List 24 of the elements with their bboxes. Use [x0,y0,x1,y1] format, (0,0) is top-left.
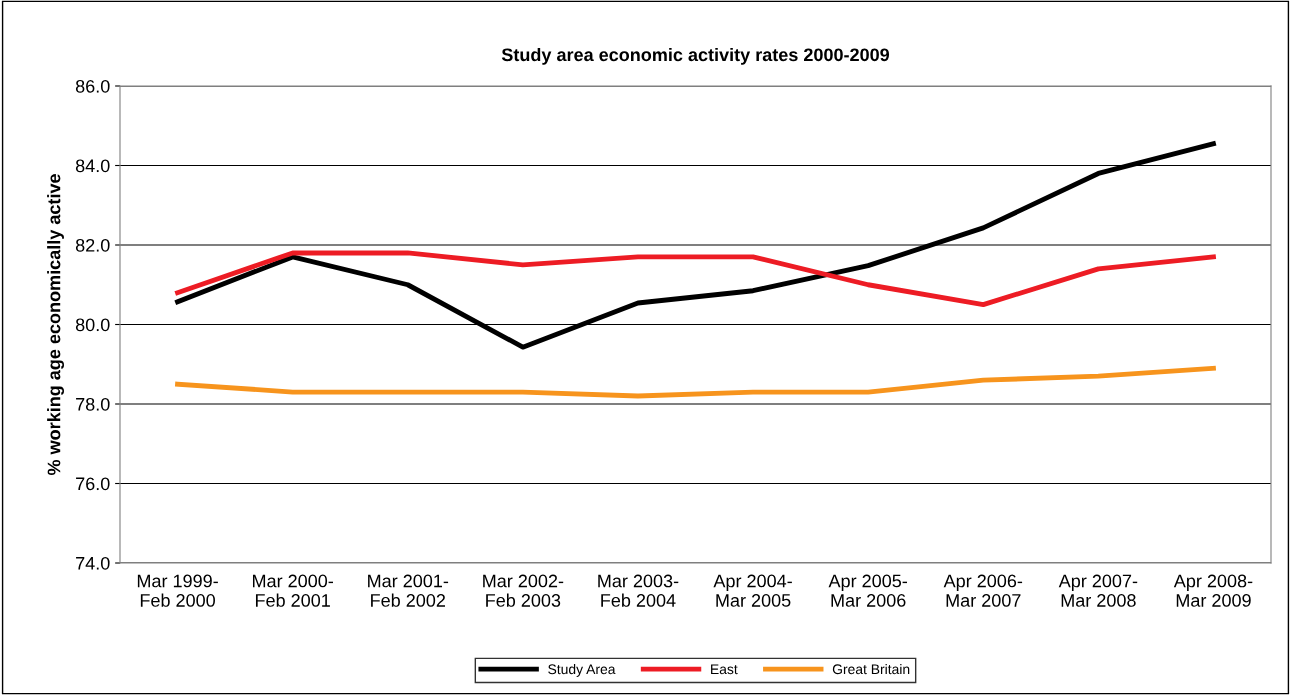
y-tick-label: 84.0 [75,159,110,173]
x-tick-label: Apr 2006- Mar 2007 [943,574,1023,607]
y-axis-title: % working age economically active [47,174,65,476]
x-tick-label: Mar 2002- Feb 2003 [483,574,564,607]
y-tick-label: 82.0 [75,238,110,252]
legend-label: Study Area [548,663,616,677]
y-tick-label: 80.0 [75,318,110,332]
y-tick-label: 78.0 [76,397,110,411]
y-tick-label: 74.0 [76,556,110,570]
x-tick-label: Mar 2000- Feb 2001 [252,574,333,607]
y-tick-label: 86.0 [75,79,110,93]
legend-label: Great Britain [832,663,910,675]
legend-label: East [711,664,738,675]
line-series [175,250,1216,308]
x-tick-label: Apr 2005- Mar 2006 [828,574,907,607]
x-tick-label: Mar 1999- Feb 2000 [137,574,218,607]
x-tick-label: Mar 2001- Feb 2002 [368,574,449,607]
x-tick-label: Apr 2008- Mar 2009 [1173,574,1253,607]
line-series [175,365,1216,399]
chart-title: Study area economic activity rates 2000-2009 [501,47,890,65]
x-tick-label: Mar 2003- Feb 2004 [598,574,679,607]
x-tick-label: Apr 2004- Mar 2005 [713,574,792,607]
y-tick-label: 76.0 [76,477,110,491]
x-tick-label: Apr 2007- Mar 2008 [1058,574,1138,607]
